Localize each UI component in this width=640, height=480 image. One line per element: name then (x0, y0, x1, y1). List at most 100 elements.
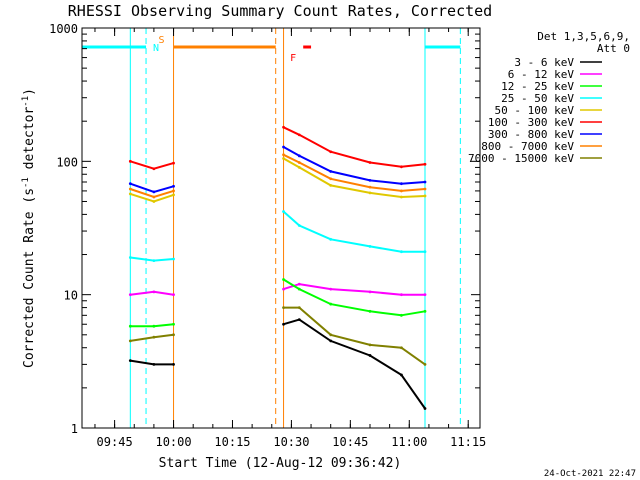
legend-label: 300 - 800 keV (488, 128, 574, 141)
series-line-4 (283, 157, 426, 199)
legend-label: 50 - 100 keV (495, 104, 575, 117)
series-point-5 (368, 161, 372, 164)
series-point-7 (400, 189, 403, 193)
legend-subtitle: Att 0 (597, 42, 630, 55)
series-point-4 (128, 192, 132, 196)
series-point-2 (128, 324, 132, 328)
series-point-8 (368, 343, 372, 347)
series-point-6 (152, 190, 156, 194)
series-point-5 (400, 165, 403, 169)
x-tick-label: 09:45 (97, 435, 133, 449)
series-line-7 (283, 153, 426, 192)
series-point-3 (282, 210, 285, 213)
series-point-8 (400, 346, 403, 350)
series-point-0 (282, 322, 285, 326)
series-point-5 (128, 159, 132, 163)
series-point-6 (423, 180, 427, 184)
series-line-2 (283, 278, 426, 317)
y-axis-label: Corrected Count Rate (s-1 detector-1) (21, 88, 37, 368)
series-point-4 (282, 157, 285, 160)
series-point-8 (297, 306, 301, 309)
series-point-1 (297, 282, 301, 286)
y-tick-label: 1 (71, 422, 78, 436)
series-point-0 (368, 354, 372, 357)
series-point-3 (400, 250, 403, 254)
footer-timestamp: 24-Oct-2021 22:47 (544, 469, 636, 479)
series-point-2 (423, 309, 427, 313)
series-point-1 (128, 293, 132, 297)
series-line-6 (283, 146, 426, 185)
series-point-0 (172, 362, 175, 366)
series-point-6 (172, 184, 175, 188)
x-tick-label: 11:15 (450, 435, 486, 449)
series-point-1 (329, 287, 333, 291)
series-point-5 (297, 133, 301, 137)
legend-label: 12 - 25 keV (501, 80, 574, 93)
series-point-2 (400, 313, 403, 317)
axes-layer: 09:45 10:00 10:15 10:30 10:45 11:00 11:15 1 10 10… (49, 22, 486, 449)
series-point-5 (172, 161, 175, 165)
y-tick-label: 10 (64, 289, 78, 303)
legend-label: 100 - 300 keV (488, 116, 574, 129)
series-line-5 (283, 126, 426, 168)
series-point-8 (423, 362, 427, 366)
series-point-7 (329, 177, 333, 181)
series-point-4 (400, 195, 403, 199)
series-point-6 (282, 145, 285, 149)
series-point-7 (128, 187, 132, 191)
series-point-6 (368, 178, 372, 182)
x-tick-label: 10:15 (214, 435, 250, 449)
x-tick-label: 10:30 (273, 435, 309, 449)
series-point-4 (152, 200, 156, 203)
series-point-4 (423, 194, 427, 198)
series-point-1 (172, 293, 175, 297)
legend-label: 800 - 7000 keV (481, 140, 574, 153)
series-point-8 (172, 333, 175, 337)
series-point-3 (128, 256, 132, 259)
y-tick-label: 100 (56, 155, 78, 169)
series-point-8 (329, 333, 333, 337)
legend-label: 7000 - 15000 keV (468, 152, 574, 165)
series-point-7 (172, 189, 175, 193)
series-point-4 (368, 191, 372, 195)
series-point-1 (423, 293, 427, 297)
series-point-8 (282, 306, 285, 309)
series-point-1 (282, 287, 285, 291)
series-point-2 (329, 302, 333, 306)
series-point-5 (423, 162, 427, 166)
series-point-3 (423, 250, 427, 254)
series-point-3 (172, 257, 175, 261)
series-point-3 (329, 237, 333, 241)
series-point-0 (329, 339, 333, 343)
series-point-3 (152, 259, 156, 263)
series-point-6 (329, 170, 333, 173)
series-line-1 (283, 283, 425, 296)
series-line-0 (283, 318, 426, 410)
series-point-0 (423, 407, 427, 410)
series-point-6 (400, 182, 403, 186)
series-point-8 (128, 339, 132, 343)
series-point-5 (282, 125, 285, 129)
legend-title: Det 1,3,5,6,9, (537, 30, 630, 43)
series-point-7 (282, 153, 285, 157)
y-tick-label: 1000 (49, 22, 78, 36)
series-point-5 (329, 150, 333, 154)
series-point-2 (297, 287, 301, 291)
series-point-6 (297, 154, 301, 158)
series-point-5 (152, 167, 156, 171)
series-point-0 (400, 373, 403, 377)
series-point-0 (128, 359, 132, 363)
series-point-7 (152, 195, 156, 199)
chart-title: RHESSI Observing Summary Count Rates, Co… (68, 2, 492, 20)
series-point-1 (152, 290, 156, 294)
legend-label: 25 - 50 keV (501, 92, 574, 105)
series-point-7 (423, 187, 427, 191)
series-point-2 (152, 324, 156, 328)
x-tick-label: 10:00 (155, 435, 191, 449)
series-point-7 (368, 185, 372, 189)
series-line-8 (283, 306, 426, 366)
plot-frame (81, 27, 481, 429)
legend-label: 3 - 6 keV (514, 56, 574, 69)
